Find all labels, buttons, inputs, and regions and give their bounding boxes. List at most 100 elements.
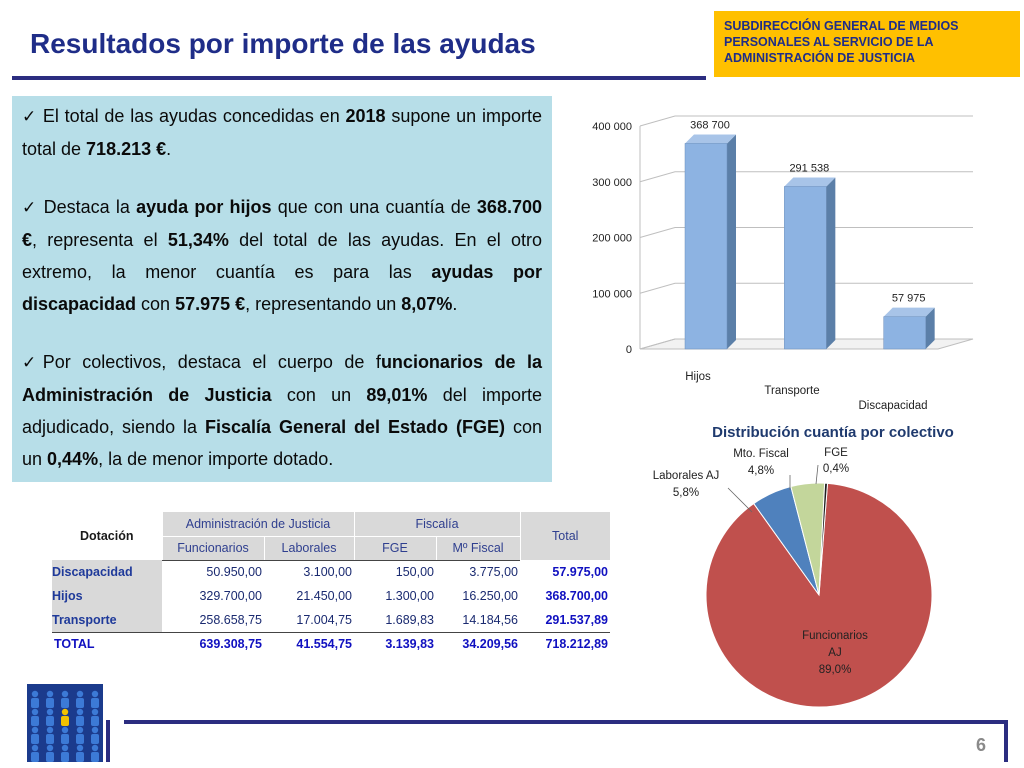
people-logo-icon	[27, 684, 103, 762]
pie-slice-percent: 0,4%	[823, 463, 849, 475]
bullet-text: del importe adjudicado, siendo la	[22, 385, 543, 437]
table-row: Hijos 329.700,00 21.450,00 1.300,00 16.2…	[52, 584, 610, 608]
total-value: 639.308,75	[199, 637, 262, 652]
row-total: 291.537,89	[520, 608, 610, 633]
check-icon: ✓	[22, 107, 38, 126]
group-header-fiscalia: Fiscalía	[353, 512, 520, 537]
header-line-1: SUBDIRECCIÓN GENERAL DE MEDIOS	[724, 19, 959, 33]
bar-transporte	[784, 177, 836, 350]
bullet-bold: ayuda por hijos	[136, 197, 272, 217]
bullet-total: ✓ El total de las ayudas concedidas en 2…	[22, 100, 542, 165]
bar-front	[883, 316, 926, 350]
cell-value: 329.700,00	[199, 589, 262, 603]
dotacion-header: Dotación	[80, 529, 134, 543]
bar-data-label: 291 538	[789, 162, 829, 174]
bullet-bold: 51,34%	[167, 230, 229, 250]
bullet-text: .	[166, 139, 172, 159]
cell-value: 50.950,00	[206, 565, 262, 580]
subheader-laborales: Laborales	[263, 536, 354, 561]
footer-divider-left	[106, 720, 110, 762]
bullet-text: con un	[271, 385, 367, 405]
total-row-label: TOTAL	[54, 637, 95, 652]
cell-value: 3.775,00	[469, 565, 518, 580]
page-number: 6	[976, 735, 987, 755]
bullet-bold: 57.975 €	[175, 294, 246, 314]
cell-value: 1.689,83	[354, 608, 436, 633]
header-line-2: PERSONALES AL SERVICIO DE LA	[724, 35, 934, 49]
bullet-text: El total de las ayudas concedidas en	[37, 106, 346, 126]
y-tick-label: 300 000	[592, 177, 632, 189]
y-tick-label: 100 000	[592, 288, 632, 300]
gridline	[639, 282, 973, 294]
pie-slice-percent: 4,8%	[748, 465, 774, 477]
pie-slice-name: Funcionarios	[802, 630, 868, 642]
dotacion-table: Dotación Administración de Justicia Fisc…	[52, 512, 610, 656]
x-category-label: Discapacidad	[858, 400, 927, 412]
page-title: Resultados por importe de las ayudas	[30, 28, 536, 59]
bar-hijos	[684, 134, 736, 350]
total-value: 41.554,75	[296, 637, 352, 652]
cell-value: 17.004,75	[264, 608, 354, 633]
bullet-text: .	[452, 294, 458, 314]
pie-chart: Distribución cuantía por colectivo Funcio…	[653, 424, 954, 708]
bullet-bold: 718.213 €	[86, 139, 167, 159]
check-icon: ✓	[22, 353, 43, 372]
bullet-bold: 2018	[345, 106, 386, 126]
bar-chart: 0 100 000 200 000 300 000 400 000 368 700 291 …	[592, 115, 974, 412]
bullet-bold: 368.700 €	[22, 197, 542, 250]
bullet-bold: 0,44%	[47, 449, 99, 469]
row-total: 57.975,00	[552, 565, 608, 579]
table-row: Discapacidad 50.950,00 3.100,00 150,00 3…	[52, 560, 610, 584]
bullet-bold: Fiscalía General del Estado (FGE)	[205, 417, 505, 437]
table-row: Transporte 258.658,75 17.004,75 1.689,83…	[52, 608, 610, 633]
pie-slice-name: AJ	[828, 647, 841, 659]
cell-value: 16.250,00	[462, 589, 518, 603]
cell-value: 1.300,00	[385, 589, 434, 603]
group-header-admin-justicia: Administración de Justicia	[161, 512, 354, 537]
pie-slice-name: Laborales AJ	[653, 470, 720, 482]
row-label: Transporte	[52, 608, 162, 633]
grand-total: 718.212,89	[545, 637, 608, 652]
row-label: Discapacidad	[52, 560, 162, 584]
bar-side	[826, 177, 836, 349]
pie-leader-line	[727, 487, 753, 513]
x-category-label: Transporte	[764, 385, 819, 397]
pie-title: Distribución cuantía por colectivo	[712, 424, 954, 441]
subheader-funcionarios: Funcionarios	[161, 536, 264, 561]
gridline	[639, 115, 973, 127]
total-header: Total	[519, 512, 610, 560]
bullet-text: del total de las ayudas. En el otro extr…	[22, 230, 542, 282]
bar-data-label: 368 700	[690, 119, 730, 131]
bullet-text: supone un importe total de	[22, 106, 542, 159]
bullet-text: , representa el	[32, 230, 168, 250]
pie-slice-name: FGE	[824, 447, 848, 459]
bar-side	[925, 307, 935, 349]
total-value: 3.139,83	[385, 637, 434, 652]
y-tick-label: 0	[626, 344, 632, 356]
pie-leader-line	[815, 464, 819, 485]
bullet-text: con	[136, 294, 176, 314]
bullet-text: que con una cuantía de	[271, 197, 477, 217]
pie-slice-funcionarios-aj	[705, 482, 933, 708]
gridline	[639, 338, 973, 350]
bar-top	[784, 177, 836, 187]
cell-value: 14.184,56	[436, 608, 520, 633]
total-value: 34.209,56	[462, 637, 518, 652]
cell-value: 3.100,00	[303, 565, 352, 580]
footer-divider	[124, 720, 1008, 724]
cell-value: 150,00	[395, 565, 434, 580]
y-tick-label: 200 000	[592, 233, 632, 245]
bullet-bold: 89,01%	[366, 385, 428, 405]
x-category-label: Hijos	[685, 371, 711, 383]
title-underline	[12, 76, 706, 80]
bullet-bold: 8,07%	[401, 294, 453, 314]
pie-slice-percent: 5,8%	[673, 487, 699, 499]
bullet-bold: uncionarios de la Administración de Just…	[22, 352, 542, 405]
footer-divider-right	[1004, 720, 1008, 762]
bar-top	[685, 134, 736, 144]
bullet-text: Destaca la	[37, 197, 137, 217]
gridline	[639, 171, 973, 183]
bullet-hijos: ✓ Destaca la ayuda por hijos que con una…	[22, 191, 542, 320]
bullet-text: , la de menor importe dotado.	[98, 449, 334, 469]
summary-panel: ✓ El total de las ayudas concedidas en 2…	[12, 96, 552, 482]
